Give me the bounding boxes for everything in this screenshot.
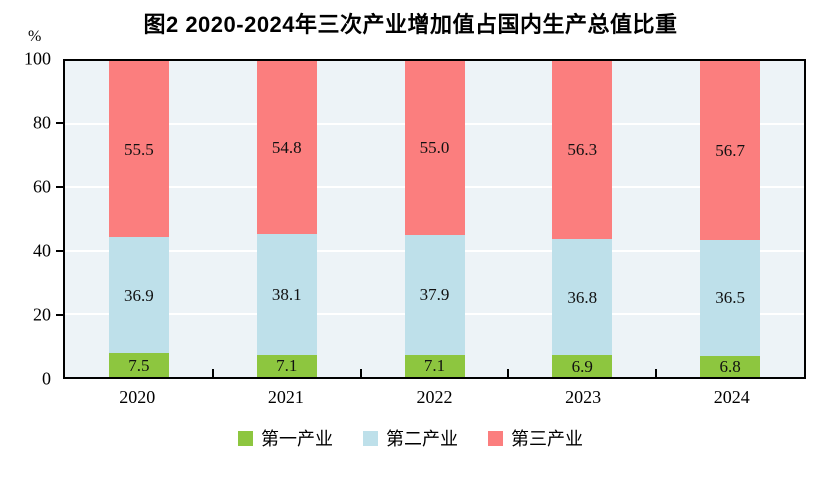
x-tick-label-2021: 2021 (267, 387, 304, 407)
bar-value-label: 7.1 (276, 356, 298, 376)
bar-value-label: 56.3 (567, 140, 598, 160)
bar-value-label: 36.8 (567, 287, 598, 307)
stacked-bar-2024: 56.7 36.5 6.8 (700, 61, 761, 377)
bar-segment-第一产业-2020: 7.5 (108, 353, 169, 377)
bar-segment-第二产业-2020: 36.9 (108, 236, 169, 354)
bar-value-label: 55.0 (419, 138, 450, 158)
bar-value-label: 37.9 (419, 285, 450, 305)
bar-value-label: 56.7 (715, 141, 745, 161)
y-axis-tick-mark (56, 314, 63, 316)
x-tick-label-2020: 2020 (119, 387, 156, 407)
bar-segment-第二产业-2023: 36.8 (552, 238, 613, 356)
x-tick-label-2023: 2023 (565, 387, 602, 407)
y-axis-tick-labels: 0 20 40 60 80 100 (0, 49, 55, 389)
bar-segment-第一产业-2024: 6.8 (700, 355, 761, 377)
bar-value-label: 55.5 (124, 139, 154, 159)
stacked-bar-2021: 54.8 38.1 7.1 (256, 61, 317, 377)
bar-segment-第一产业-2023: 6.9 (552, 355, 613, 377)
y-tick-label-0: 0 (42, 368, 51, 389)
y-tick-label-20: 20 (33, 304, 51, 325)
y-tick-label-80: 80 (33, 112, 51, 133)
x-axis-tick-mark (211, 369, 214, 377)
bar-value-label: 54.8 (271, 138, 302, 158)
y-tick-label-40: 40 (33, 240, 51, 261)
x-axis-tick-mark (507, 369, 510, 377)
y-tick-label-100: 100 (24, 48, 51, 69)
x-axis-tick-mark (359, 369, 362, 377)
bar-segment-第三产业-2022: 55.0 (404, 61, 465, 235)
legend-label: 第三产业 (511, 429, 583, 449)
x-tick-label-2022: 2022 (416, 387, 453, 407)
legend-item-第三产业: 第三产业 (488, 425, 583, 451)
bar-segment-第三产业-2023: 56.3 (552, 61, 613, 239)
x-axis-tick-labels: 2020 2021 2022 2023 2024 (63, 387, 806, 409)
legend-label: 第一产业 (261, 429, 333, 449)
legend-swatch-icon (363, 430, 378, 446)
chart-title: 图2 2020-2024年三次产业增加值占国内生产总值比重 (143, 12, 678, 37)
bar-segment-第一产业-2021: 7.1 (256, 354, 317, 377)
bar-segment-第三产业-2020: 55.5 (108, 61, 169, 237)
legend-item-第二产业: 第二产业 (363, 425, 458, 451)
legend-swatch-icon (238, 430, 253, 446)
legend-label: 第二产业 (386, 429, 458, 449)
legend-swatch-icon (488, 430, 503, 446)
stacked-bar-2022: 55.0 37.9 7.1 (404, 61, 465, 377)
y-axis-tick-mark (56, 122, 63, 124)
bar-value-label: 7.1 (423, 356, 446, 376)
bar-segment-第三产业-2024: 56.7 (700, 61, 761, 241)
y-axis-tick-mark (56, 250, 63, 252)
bar-segment-第三产业-2021: 54.8 (256, 61, 317, 235)
legend: 第一产业 第二产业 第三产业 (0, 425, 821, 451)
bar-value-label: 36.9 (124, 285, 154, 305)
y-axis-unit-label: % (28, 28, 42, 45)
bar-segment-第一产业-2022: 7.1 (404, 354, 465, 377)
bar-value-label: 6.8 (719, 356, 741, 376)
bar-value-label: 6.9 (571, 356, 593, 376)
y-axis-tick-mark (56, 186, 63, 188)
plot-area: 55.5 36.9 7.5 54.8 38.1 7.1 55.0 37.9 7.1 56.3 36.… (63, 59, 806, 379)
bar-segment-第二产业-2024: 36.5 (700, 240, 761, 356)
stacked-bar-2020: 55.5 36.9 7.5 (108, 61, 169, 377)
bar-value-label: 36.5 (715, 288, 745, 308)
bar-value-label: 38.1 (271, 284, 302, 304)
bar-segment-第二产业-2021: 38.1 (256, 234, 317, 355)
y-tick-label-60: 60 (33, 176, 51, 197)
legend-item-第一产业: 第一产业 (238, 425, 333, 451)
x-axis-tick-mark (655, 369, 658, 377)
bar-value-label: 7.5 (128, 355, 150, 375)
stacked-bar-2023: 56.3 36.8 6.9 (552, 61, 613, 377)
bar-segment-第二产业-2022: 37.9 (404, 234, 465, 355)
x-tick-label-2024: 2024 (713, 387, 750, 407)
